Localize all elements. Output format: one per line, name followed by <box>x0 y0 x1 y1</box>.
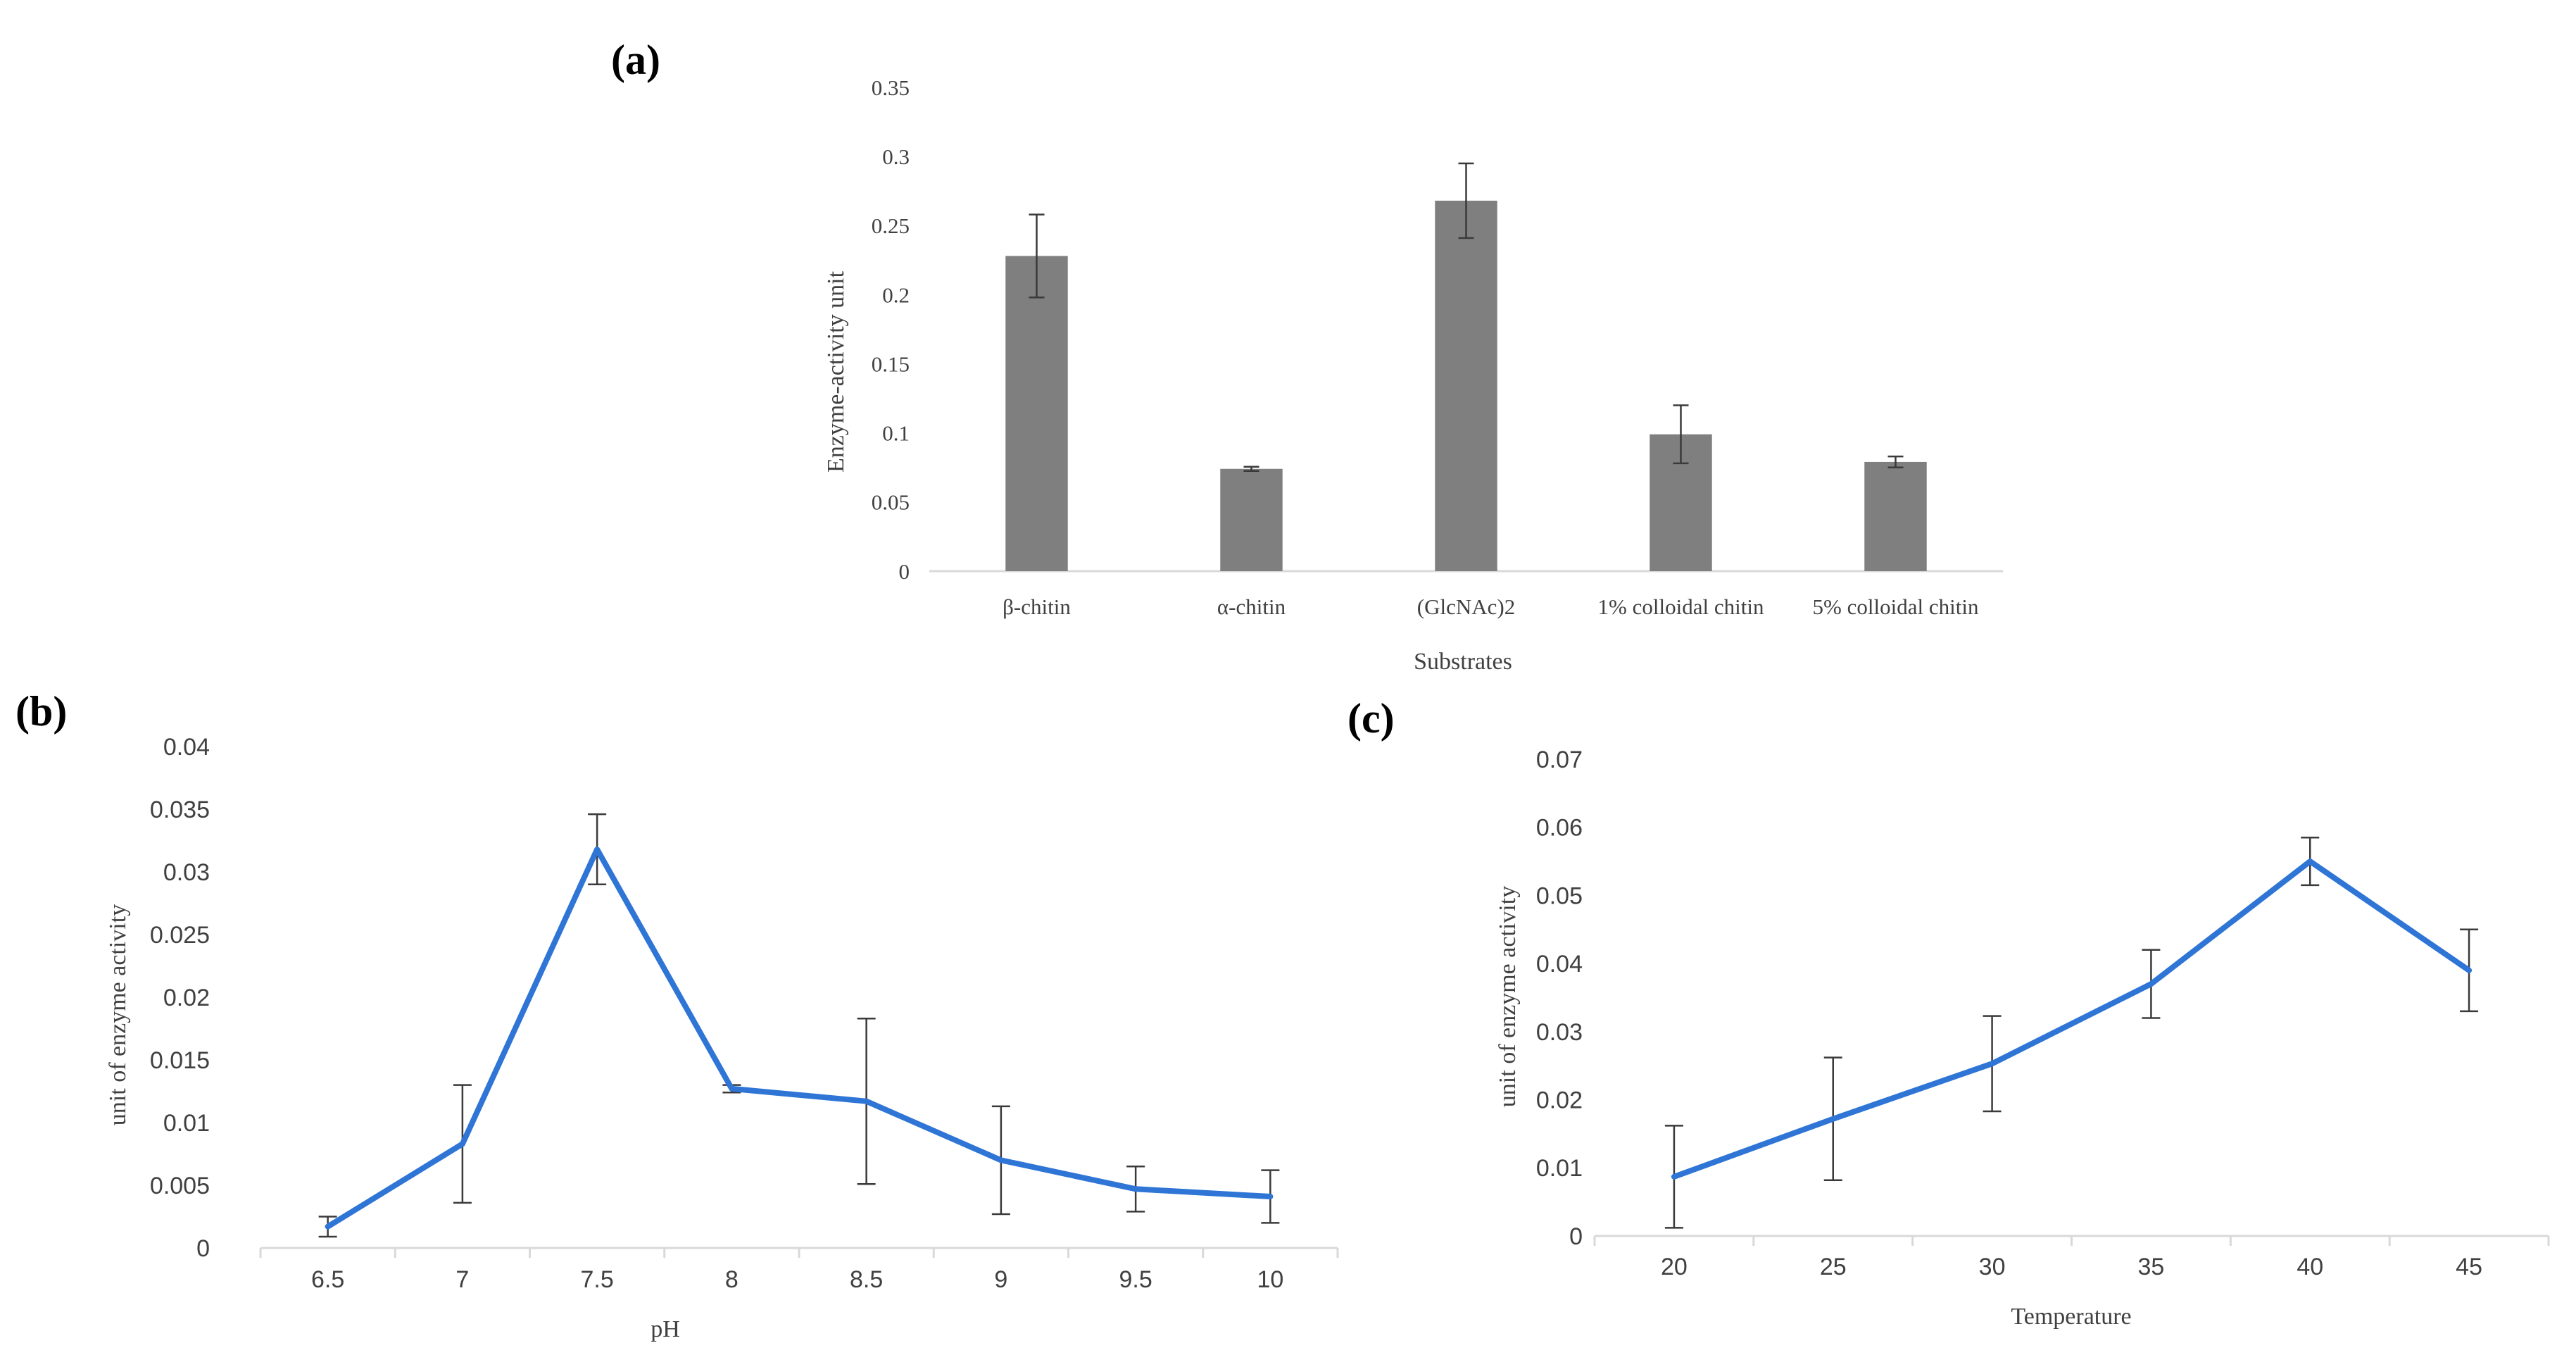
y-tick-label-b: 0.015 <box>150 1047 210 1074</box>
x-tick-labels-b: 6.5 7 7.5 8 8.5 9 9.5 10 <box>259 1248 1339 1293</box>
y-tick-label-b: 0.02 <box>163 985 210 1011</box>
bar-5 <box>1864 461 1927 571</box>
y-tick-label-c: 0.01 <box>1536 1155 1583 1182</box>
y-tick-label-a: 0.2 <box>882 282 910 307</box>
series-line-b <box>325 847 1274 1230</box>
x-tick-label-b: 8 <box>725 1266 739 1293</box>
error-bars-a <box>1029 162 1904 472</box>
y-axis-title-a: Enzyme-activity unit <box>823 270 849 473</box>
panel-label-a: (a) <box>611 37 660 83</box>
y-tick-label-b: 0 <box>196 1235 210 1262</box>
y-tick-label-c: 0.03 <box>1536 1019 1583 1046</box>
y-tick-labels-c: 0 0.01 0.02 0.03 0.04 0.05 0.06 0.07 <box>1536 747 1583 1250</box>
y-tick-label-c: 0.06 <box>1536 815 1583 842</box>
x-tick-label-c: 20 <box>1661 1254 1688 1280</box>
chart-panel-c: (c) 0 0.01 0.02 0.03 0.04 0.05 0.06 0.07 20 25 30… <box>1347 695 2550 1330</box>
x-tick-label-b: 8.5 <box>850 1266 883 1293</box>
x-axis-title-c: Temperature <box>2011 1304 2131 1330</box>
bars-a <box>1005 200 1927 571</box>
y-tick-label-c: 0.02 <box>1536 1087 1583 1113</box>
bar-1 <box>1005 256 1068 571</box>
y-tick-label-b: 0.005 <box>150 1173 210 1199</box>
x-tick-label-b: 9 <box>994 1266 1007 1293</box>
x-tick-label-c: 30 <box>1979 1254 2006 1280</box>
x-tick-label-c: 25 <box>1820 1254 1847 1280</box>
y-tick-labels-b: 0 0.005 0.01 0.015 0.02 0.025 0.03 0.035 0.04 <box>150 734 210 1262</box>
chart-panel-a: (a) 0 0.05 0.1 0.15 0.2 0.25 0.3 0.35 β-chitin α… <box>611 37 2003 675</box>
x-tick-labels-a: β-chitin α-chitin (GlcNAc)2 1% colloidal ch… <box>1003 594 1979 619</box>
x-tick-label-b: 6.5 <box>311 1266 344 1293</box>
y-tick-label-c: 0.07 <box>1536 747 1583 773</box>
y-tick-label-a: 0.3 <box>882 144 910 169</box>
x-tick-label-b: 9.5 <box>1119 1266 1152 1293</box>
x-tick-label-c: 40 <box>2297 1254 2323 1280</box>
x-tick-label-a: 1% colloidal chitin <box>1598 594 1764 619</box>
y-tick-label-a: 0.1 <box>882 421 910 446</box>
bar-3 <box>1435 200 1497 571</box>
panel-label-b: (b) <box>15 688 67 735</box>
y-tick-label-a: 0.35 <box>872 75 910 100</box>
panel-label-c: (c) <box>1347 695 1395 742</box>
y-tick-label-b: 0.04 <box>163 734 210 761</box>
x-tick-label-b: 10 <box>1257 1266 1283 1293</box>
y-tick-label-c: 0 <box>1569 1223 1583 1250</box>
chart-panel-b: (b) 0 0.005 0.01 0.015 0.02 0.025 0.03 0.035 0.0… <box>15 688 1339 1342</box>
error-bars-b <box>318 813 1280 1238</box>
y-tick-label-b: 0.035 <box>150 797 210 823</box>
x-tick-label-b: 7.5 <box>580 1266 613 1293</box>
y-tick-label-c: 0.04 <box>1536 951 1583 978</box>
x-axis-title-a: Substrates <box>1414 649 1512 675</box>
x-tick-label-a: (GlcNAc)2 <box>1417 594 1515 619</box>
x-tick-label-a: α-chitin <box>1217 594 1286 619</box>
y-tick-label-c: 0.05 <box>1536 882 1583 909</box>
y-tick-label-b: 0.01 <box>163 1110 210 1137</box>
y-tick-label-b: 0.025 <box>150 922 210 949</box>
y-tick-label-a: 0.05 <box>872 490 910 515</box>
x-tick-label-c: 45 <box>2456 1254 2482 1280</box>
x-axis-title-b: pH <box>651 1316 680 1342</box>
x-tick-label-b: 7 <box>455 1266 469 1293</box>
y-tick-label-a: 0.25 <box>872 213 910 238</box>
bar-2 <box>1220 468 1283 571</box>
x-tick-label-c: 35 <box>2138 1254 2165 1280</box>
x-tick-label-a: β-chitin <box>1003 594 1071 619</box>
x-tick-labels-c: 20 25 30 35 40 45 <box>1593 1236 2550 1280</box>
x-tick-label-a: 5% colloidal chitin <box>1813 594 1979 619</box>
y-tick-label-b: 0.03 <box>163 859 210 886</box>
y-tick-label-a: 0 <box>899 559 910 584</box>
y-axis-title-c: unit of enzyme activity <box>1495 886 1521 1107</box>
y-tick-label-a: 0.15 <box>872 351 910 376</box>
y-axis-title-b: unit of enzyme activity <box>105 904 131 1125</box>
series-line-c <box>1671 858 2473 1180</box>
y-tick-labels-a: 0 0.05 0.1 0.15 0.2 0.25 0.3 0.35 <box>872 75 910 584</box>
